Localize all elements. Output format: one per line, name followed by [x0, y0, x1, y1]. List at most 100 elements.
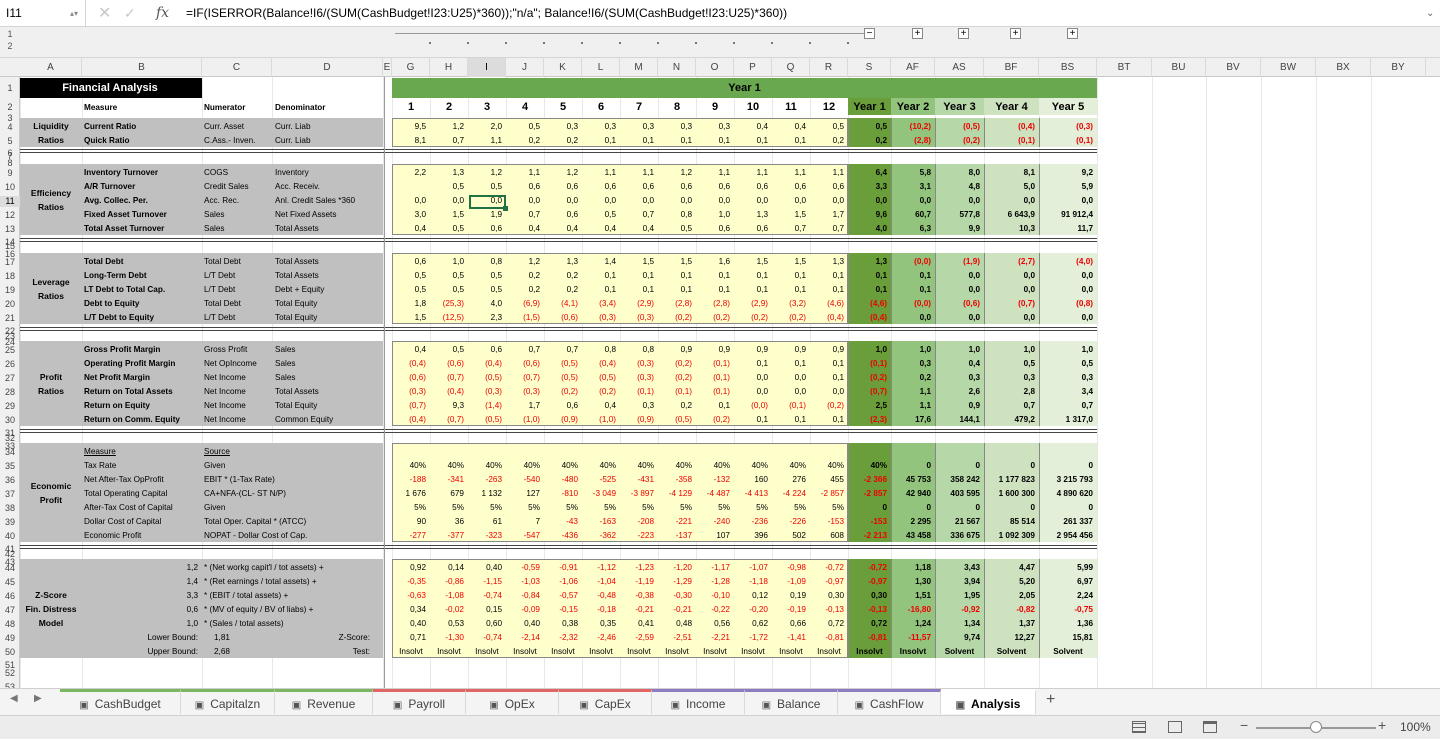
row-header[interactable]: 47 [4, 605, 15, 615]
column-header[interactable]: D [272, 58, 383, 77]
row-header[interactable]: 46 [4, 591, 15, 601]
row-header[interactable]: 43 [4, 557, 15, 567]
row-header[interactable]: 8 [7, 158, 13, 168]
row-header[interactable]: 31 [4, 428, 15, 438]
row-header[interactable]: 53 [4, 682, 15, 692]
row-header[interactable]: 13 [4, 224, 15, 234]
row-header[interactable]: 49 [4, 633, 15, 643]
row-header[interactable]: 52 [4, 668, 15, 678]
row-header[interactable]: 24 [4, 337, 15, 347]
column-header[interactable]: S [848, 58, 891, 77]
row-header[interactable]: 2 [7, 102, 13, 112]
outline-level-button[interactable]: 2 [7, 41, 13, 51]
sheet-tab[interactable]: ▣ CashBudget [60, 689, 181, 714]
fill-handle[interactable] [503, 206, 508, 211]
column-header[interactable]: R [810, 58, 848, 77]
row-header[interactable]: 10 [4, 182, 15, 192]
column-header[interactable]: BS [1039, 58, 1097, 77]
column-header[interactable]: J [506, 58, 544, 77]
row-header[interactable]: 23 [4, 331, 15, 341]
sheet-tab[interactable]: ▣ Capitalzn [181, 689, 275, 714]
row-header[interactable]: 29 [4, 401, 15, 411]
sheet-tab[interactable]: ▣ OpEx [466, 689, 559, 714]
page-break-view-icon[interactable] [1203, 721, 1217, 733]
row-header[interactable]: 1 [7, 83, 13, 93]
column-header[interactable]: A [20, 58, 82, 77]
sheet-tab[interactable]: ▣ CashFlow [838, 689, 941, 714]
column-header[interactable]: G [392, 58, 430, 77]
column-header[interactable]: M [620, 58, 658, 77]
outline-level-button[interactable]: 1 [7, 29, 13, 39]
row-header[interactable]: 12 [4, 210, 15, 220]
row-header[interactable]: 51 [4, 660, 15, 670]
outline-expand-button[interactable]: + [1010, 28, 1021, 39]
row-header[interactable]: 39 [4, 517, 15, 527]
column-header[interactable]: BU [1152, 58, 1206, 77]
sheet-tab[interactable]: ▣ CapEx [559, 689, 652, 714]
row-header[interactable]: 33 [4, 441, 15, 451]
page-layout-view-icon[interactable] [1168, 721, 1182, 733]
sheet-tab[interactable]: ▣ Payroll [373, 689, 466, 714]
row-header[interactable]: 42 [4, 549, 15, 559]
column-header[interactable]: AS [935, 58, 984, 77]
row-header[interactable]: 37 [4, 489, 15, 499]
column-header[interactable]: K [544, 58, 582, 77]
row-header[interactable]: 19 [4, 285, 15, 295]
column-header[interactable]: BY [1371, 58, 1426, 77]
column-header[interactable]: BT [1097, 58, 1152, 77]
row-header[interactable]: 4 [7, 122, 13, 132]
name-box-dropdown-icon[interactable]: ▴▾ [70, 9, 79, 18]
row-header[interactable]: 50 [4, 647, 15, 657]
row-header[interactable]: 35 [4, 461, 15, 471]
column-header[interactable]: O [696, 58, 734, 77]
row-header[interactable]: 30 [4, 415, 15, 425]
row-header[interactable]: 27 [4, 373, 15, 383]
outline-expand-button[interactable]: + [912, 28, 923, 39]
row-header[interactable]: 34 [4, 447, 15, 457]
row-header[interactable]: 21 [4, 313, 15, 323]
row-header[interactable]: 41 [4, 544, 15, 554]
formula-input[interactable]: =IF(ISERROR(Balance!I6/(SUM(CashBudget!I… [186, 6, 788, 20]
row-header[interactable]: 16 [4, 249, 15, 259]
outline-expand-button[interactable]: + [958, 28, 969, 39]
row-header[interactable]: 6 [7, 148, 13, 158]
row-header[interactable]: 9 [7, 168, 13, 178]
row-header[interactable]: 3 [7, 113, 13, 123]
row-header[interactable]: 45 [4, 577, 15, 587]
column-header[interactable]: Q [772, 58, 810, 77]
column-header[interactable]: B [82, 58, 202, 77]
row-header[interactable]: 11 [0, 196, 20, 207]
expand-formula-icon[interactable]: ⌄ [1426, 8, 1435, 19]
scroll-tabs-left-icon[interactable]: ◀ [10, 693, 18, 704]
function-icon[interactable]: fx [156, 5, 170, 21]
column-header[interactable]: N [658, 58, 696, 77]
column-header[interactable]: L [582, 58, 620, 77]
row-header[interactable]: 18 [4, 271, 15, 281]
column-header[interactable]: AF [891, 58, 935, 77]
column-header[interactable]: BW [1261, 58, 1316, 77]
row-header[interactable]: 38 [4, 503, 15, 513]
row-header[interactable]: 26 [4, 359, 15, 369]
name-box[interactable]: I11 [0, 0, 86, 27]
sheet-grid[interactable]: Financial Analysis Year 1 Measure Numerator… [20, 77, 1440, 688]
row-header[interactable]: 15 [4, 241, 15, 251]
outline-collapse-button[interactable]: − [864, 28, 875, 39]
row-header[interactable]: 40 [4, 531, 15, 541]
row-header[interactable]: 22 [4, 326, 15, 336]
row-header[interactable]: 32 [4, 433, 15, 443]
row-header[interactable]: 14 [4, 237, 15, 247]
zoom-level[interactable]: 100% [1400, 720, 1431, 734]
sheet-tab[interactable]: ▣ Income [652, 689, 745, 714]
add-sheet-button[interactable]: + [1046, 691, 1056, 708]
zoom-in-icon[interactable]: + [1378, 717, 1387, 733]
normal-view-icon[interactable] [1132, 721, 1146, 733]
row-header[interactable]: 20 [4, 299, 15, 309]
outline-expand-button[interactable]: + [1067, 28, 1078, 39]
column-header[interactable]: I [468, 58, 506, 77]
row-header[interactable]: 44 [4, 563, 15, 573]
row-header[interactable]: 25 [4, 345, 15, 355]
row-header[interactable]: 7 [7, 151, 13, 161]
column-header[interactable]: E F [383, 58, 392, 92]
sheet-tab[interactable]: ▣ Analysis [941, 689, 1036, 714]
column-header[interactable]: P [734, 58, 772, 77]
